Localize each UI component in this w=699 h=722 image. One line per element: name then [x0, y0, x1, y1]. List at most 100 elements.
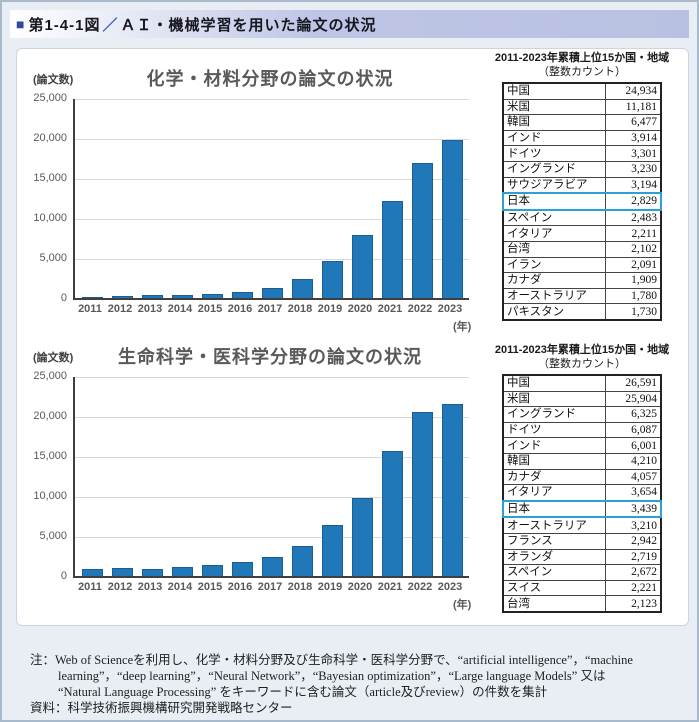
- bar-2016: [231, 292, 253, 299]
- country-cell: イタリア: [502, 484, 606, 502]
- bar-slot: [287, 377, 317, 577]
- table-chemistry-materials: 2011-2023年累積上位15か国・地域 （整数カウント） 中国 24,934 米…: [479, 51, 685, 321]
- country-cell: イングランド: [502, 160, 606, 178]
- bar-2022: [411, 163, 433, 299]
- table-caption: 2011-2023年累積上位15か国・地域: [494, 344, 670, 356]
- gridline: [75, 417, 469, 418]
- x-axis-line: [73, 576, 469, 578]
- table-caption-sub: （整数カウント）: [538, 358, 626, 370]
- note-block: 注：Web of Scienceを利用し、化学・材料分野及び生命科学・医科学分野…: [30, 652, 692, 716]
- bar-slot: [317, 99, 347, 299]
- bar-2023: [441, 404, 463, 577]
- x-tick-2020: 2020: [347, 303, 373, 315]
- y-tick-label: 0: [60, 292, 67, 304]
- x-tick-2018: 2018: [287, 303, 313, 315]
- bar-2014: [171, 295, 193, 299]
- chart-title: 化学・材料分野の論文の状況: [146, 69, 394, 89]
- bar-slot: [167, 377, 197, 577]
- y-tick-label: 15,000: [33, 450, 67, 462]
- bar-2019: [321, 261, 343, 299]
- table-life-medical: 2011-2023年累積上位15か国・地域 （整数カウント） 中国 26,591 米…: [479, 343, 685, 613]
- country-cell: フランス: [502, 532, 606, 550]
- x-tick-2018: 2018: [287, 581, 313, 593]
- table-row: イラン 2,091: [502, 256, 662, 274]
- country-cell: インド: [502, 437, 606, 454]
- x-tick-2014: 2014: [167, 303, 193, 315]
- bar-slot: [197, 99, 227, 299]
- value-cell: 2,102: [604, 240, 662, 258]
- x-tick-2014: 2014: [167, 581, 193, 593]
- table-row: 米国 25,904: [502, 390, 662, 408]
- table-row: インド 3,914: [502, 129, 662, 147]
- table-row: 台湾 2,102: [502, 240, 662, 258]
- gridline: [75, 537, 469, 538]
- table-row: カナダ 1,909: [502, 272, 662, 289]
- table-row: パキスタン 1,730: [502, 303, 662, 321]
- bar-slot: [377, 377, 407, 577]
- value-cell: 24,934: [604, 82, 662, 100]
- y-tick-label: 0: [60, 570, 67, 582]
- country-cell: イングランド: [502, 406, 606, 423]
- x-tick-2015: 2015: [197, 581, 223, 593]
- country-cell: 日本: [501, 192, 606, 211]
- plot-area: [73, 99, 469, 300]
- figure-title-band: ■ 第1-4-1図 ／ ＡＩ・機械学習を用いた論文の状況: [10, 10, 689, 38]
- bar-slot: [197, 377, 227, 577]
- table-row: 韓国 4,210: [502, 452, 662, 470]
- value-cell: 1,780: [604, 287, 662, 305]
- table-row: スイス 2,221: [502, 579, 662, 597]
- bar-2021: [381, 201, 403, 299]
- table-row: ドイツ 3,301: [502, 145, 662, 162]
- table-row: フランス 2,942: [502, 532, 662, 550]
- plot-area: [73, 377, 469, 578]
- table-row: オーストラリア 1,780: [502, 287, 662, 305]
- country-cell: パキスタン: [502, 303, 606, 321]
- bar-2019: [321, 525, 343, 577]
- x-tick-2016: 2016: [227, 303, 253, 315]
- value-cell: 1,909: [604, 272, 662, 289]
- x-axis-unit: (年): [453, 321, 472, 333]
- value-cell: 2,829: [604, 192, 662, 211]
- country-cell: 中国: [502, 82, 606, 100]
- value-cell: 3,301: [604, 145, 662, 162]
- value-cell: 2,672: [604, 564, 662, 581]
- x-tick-2019: 2019: [317, 303, 343, 315]
- value-cell: 2,719: [604, 548, 662, 566]
- x-tick-2021: 2021: [377, 303, 403, 315]
- bar-series: [75, 99, 469, 299]
- bar-2017: [261, 288, 283, 299]
- bar-2011: [81, 569, 103, 577]
- country-ranking-table: 中国 24,934 米国 11,181 韓国 6,477 インド 3,914 ドイツ 3,301 イ…: [501, 82, 662, 321]
- country-cell: 中国: [502, 374, 606, 392]
- country-cell: カナダ: [502, 468, 606, 486]
- value-cell: 2,091: [604, 256, 662, 274]
- x-tick-2012: 2012: [107, 581, 133, 593]
- bar-slot: [437, 377, 467, 577]
- x-tick-2013: 2013: [137, 303, 163, 315]
- table-row: イングランド 3,230: [502, 160, 662, 178]
- table-row: 日本 2,829: [501, 192, 662, 211]
- bar-slot: [107, 99, 137, 299]
- value-cell: 6,325: [604, 406, 662, 423]
- x-tick-2019: 2019: [317, 581, 343, 593]
- bar-slot: [287, 99, 317, 299]
- bar-2012: [111, 296, 133, 299]
- country-cell: 台湾: [502, 240, 606, 258]
- value-cell: 2,211: [604, 225, 662, 242]
- value-cell: 6,087: [604, 421, 662, 439]
- x-axis-line: [73, 298, 469, 300]
- bar-slot: [227, 377, 257, 577]
- bar-2017: [261, 557, 283, 577]
- value-cell: 4,210: [604, 452, 662, 470]
- value-cell: 2,123: [604, 595, 662, 613]
- table-row: スペイン 2,672: [502, 564, 662, 581]
- value-cell: 3,194: [604, 176, 662, 194]
- country-cell: 台湾: [502, 595, 606, 613]
- bar-2015: [201, 294, 223, 299]
- gridline: [75, 259, 469, 260]
- figure-panel: (論文数) 化学・材料分野の論文の状況 25,000 20,000 15,000 10…: [16, 48, 689, 626]
- bar-slot: [107, 377, 137, 577]
- value-cell: 2,483: [604, 209, 662, 227]
- table-row: 中国 26,591: [502, 374, 662, 392]
- country-cell: スペイン: [502, 209, 606, 227]
